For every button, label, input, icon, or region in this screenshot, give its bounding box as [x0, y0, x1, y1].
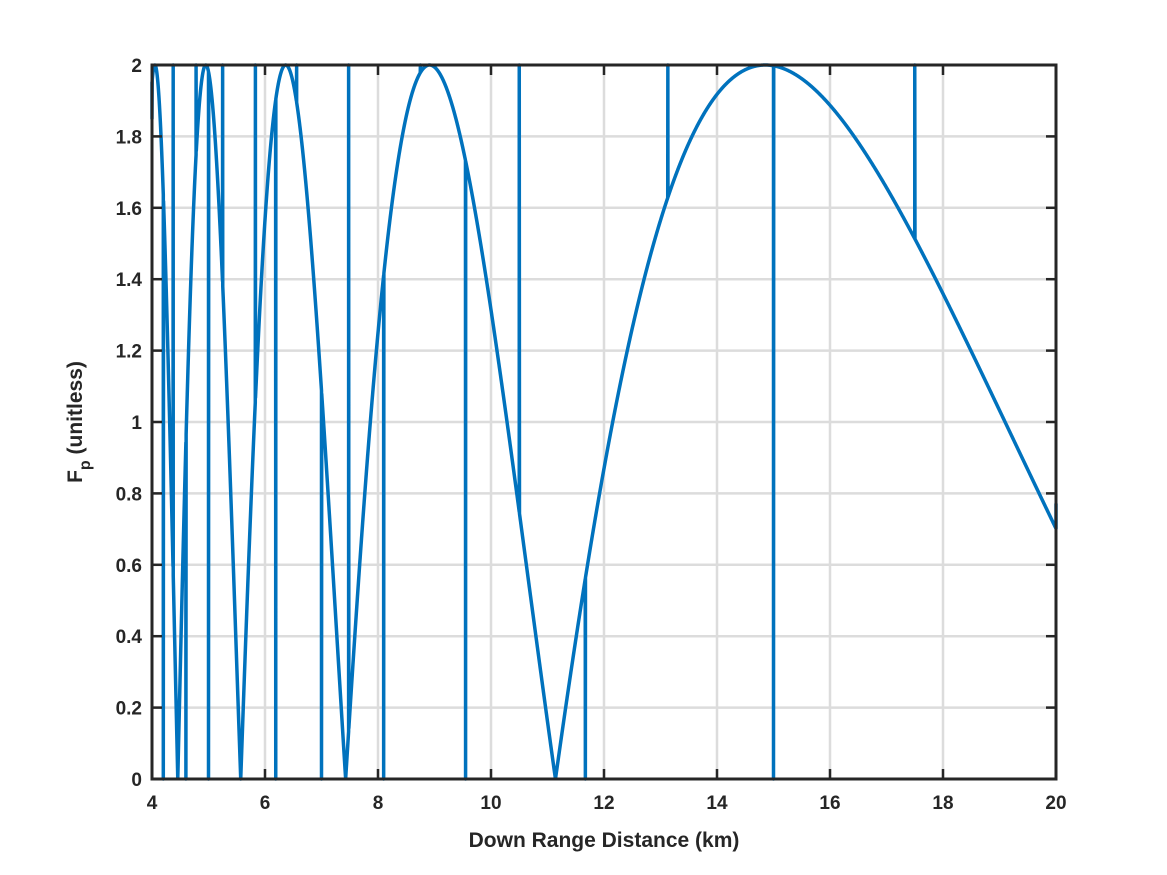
x-tick-labels: 4 6 8 10 12 14 16 18 20 [147, 793, 1067, 814]
series-group [150, 63, 1058, 781]
x-tick-label: 20 [1045, 793, 1066, 814]
x-tick-label: 14 [706, 793, 728, 814]
x-tick-label: 6 [260, 793, 271, 814]
plot-frame [150, 63, 1058, 781]
series-line [150, 63, 1058, 781]
y-axis-label: Fp (unitless) [64, 361, 94, 483]
x-tick-label: 16 [819, 793, 840, 814]
y-axis-label-subscript: p [77, 460, 94, 470]
y-axis-label-main: F [64, 470, 87, 483]
y-tick-label: 1.8 [116, 127, 142, 148]
y-tick-label: 1 [131, 413, 142, 434]
y-tick-label: 0.6 [116, 556, 142, 577]
x-tick-label: 10 [480, 793, 501, 814]
y-tick-label: 0 [131, 770, 142, 791]
grid [152, 65, 1056, 779]
y-tick-label: 0.2 [116, 699, 142, 720]
y-tick-label: 1.6 [116, 199, 142, 220]
x-tick-label: 4 [147, 793, 158, 814]
y-tick-label: 2 [131, 56, 142, 77]
x-tick-label: 8 [373, 793, 384, 814]
y-axis-label-suffix: (unitless) [64, 361, 87, 460]
y-tick-label: 0.8 [116, 484, 142, 505]
y-tick-label: 1.2 [116, 342, 142, 363]
y-tick-label: 1.4 [116, 270, 143, 291]
y-tick-label: 0.4 [116, 627, 143, 648]
x-tick-label: 18 [932, 793, 953, 814]
x-axis-label: Down Range Distance (km) [469, 829, 740, 852]
x-tick-label: 12 [593, 793, 614, 814]
y-tick-labels: 0 0.2 0.4 0.6 0.8 1 1.2 1.4 1.6 1.8 2 [116, 56, 143, 791]
